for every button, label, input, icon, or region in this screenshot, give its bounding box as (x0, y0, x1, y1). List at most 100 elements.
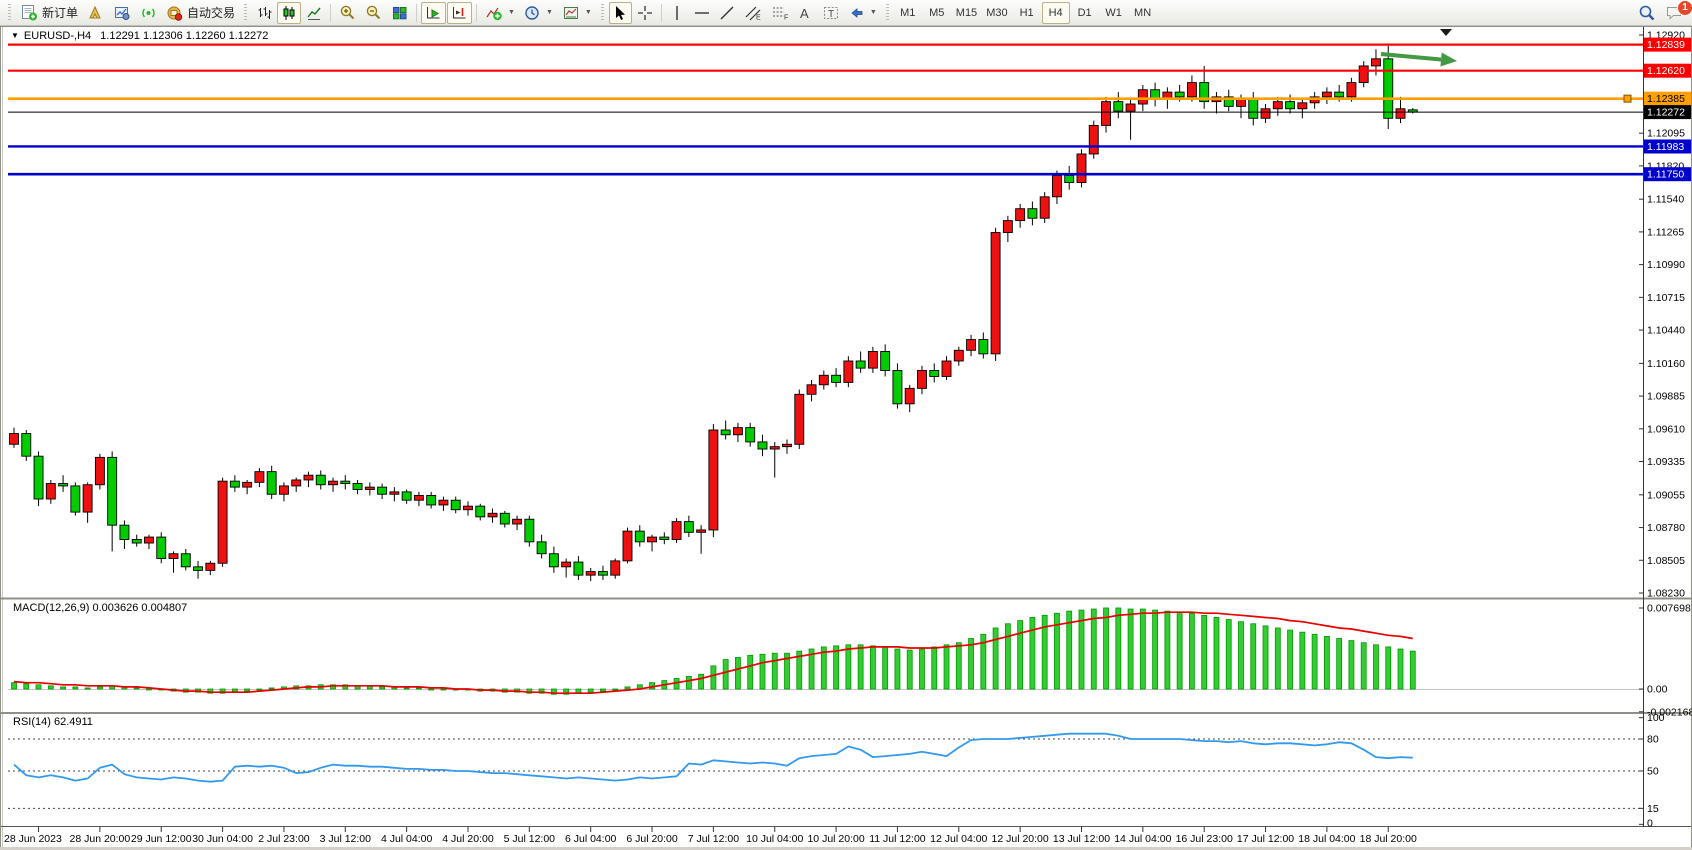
timeframe-d1-button[interactable]: D1 (1077, 6, 1092, 19)
timeframe-m30-button[interactable]: M30 (986, 6, 1008, 19)
toolbar: 新订单 自动交易 (0, 0, 1692, 26)
timeframe-w1-button[interactable]: W1 (1105, 6, 1122, 19)
svg-text:1.09335: 1.09335 (1647, 456, 1685, 468)
macd-histogram (11, 607, 1416, 695)
bar-chart-button[interactable] (252, 2, 276, 24)
toolbar-grip[interactable] (885, 3, 889, 22)
chart-shift-marker (1440, 29, 1452, 36)
svg-text:80: 80 (1647, 733, 1659, 745)
new-order-button[interactable]: 新订单 (16, 2, 82, 24)
svg-text:0: 0 (1647, 818, 1653, 830)
chart-menu-triangle-icon[interactable]: ▼ (11, 31, 19, 40)
timeframe-m1-button[interactable]: M1 (900, 6, 916, 19)
svg-text:1.10440: 1.10440 (1647, 325, 1685, 337)
cursor-button[interactable] (608, 1, 632, 24)
svg-text:28 Jun 2023: 28 Jun 2023 (4, 833, 62, 845)
svg-text:1.10990: 1.10990 (1647, 259, 1685, 271)
svg-text:5 Jul 12:00: 5 Jul 12:00 (504, 833, 556, 845)
dropdown-caret-icon: ▼ (508, 9, 515, 16)
svg-text:6 Jul 20:00: 6 Jul 20:00 (626, 833, 678, 845)
svg-text:1.10715: 1.10715 (1647, 292, 1685, 304)
svg-text:1.12385: 1.12385 (1647, 93, 1685, 105)
svg-text:1.11265: 1.11265 (1647, 226, 1684, 238)
svg-text:4 Jul 04:00: 4 Jul 04:00 (381, 833, 433, 845)
svg-text:14 Jul 04:00: 14 Jul 04:00 (1114, 833, 1171, 845)
svg-text:1.12839: 1.12839 (1647, 39, 1685, 51)
price-tags: 1.12839 1.12620 1.12385 1.12272 1.11983 1.117… (1644, 37, 1691, 182)
svg-text:1.11750: 1.11750 (1647, 169, 1684, 181)
toolbar-grip[interactable] (8, 3, 11, 22)
autotrading-button[interactable]: 自动交易 (162, 2, 239, 24)
search-icon (1639, 5, 1655, 20)
chat-unread-badge: 1 (1677, 0, 1692, 16)
templates-icon (563, 6, 578, 19)
svg-text:29 Jun 12:00: 29 Jun 12:00 (131, 833, 192, 845)
chart-ohlc-values: 1.12291 1.12306 1.12260 1.12272 (100, 30, 269, 42)
crosshair-button[interactable] (633, 2, 657, 24)
line-drag-handle (1623, 94, 1632, 103)
tile-windows-icon (393, 6, 407, 19)
timeframe-m15-button[interactable]: M15 (955, 6, 978, 19)
toolbar-grip[interactable] (600, 3, 604, 22)
trendline-icon (720, 6, 734, 19)
periods-button[interactable]: ▼ (520, 2, 557, 24)
zoom-out-icon (366, 5, 381, 20)
timeframe-h4-button[interactable]: H4 (1041, 1, 1070, 24)
toolbar-separator (330, 3, 332, 22)
signals-button[interactable] (136, 2, 161, 24)
vertical-line-icon (676, 5, 679, 20)
shift-marker[interactable] (1440, 29, 1452, 36)
styler-button[interactable] (83, 2, 108, 24)
equidistant-channel-tool-button[interactable]: E (740, 2, 766, 24)
timeframe-m5-button[interactable]: M5 (929, 6, 945, 19)
trend-arrow-annotation[interactable] (1380, 52, 1457, 67)
fibonacci-tool-button[interactable]: F (767, 2, 793, 24)
chart-shift-button[interactable] (447, 1, 473, 24)
svg-text:1.12095: 1.12095 (1647, 128, 1685, 140)
svg-text:50: 50 (1647, 766, 1659, 778)
text-icon: A (800, 6, 809, 21)
toolbar-grip[interactable] (244, 3, 248, 22)
tile-windows-button[interactable] (387, 2, 412, 24)
bar-chart-icon (258, 6, 272, 19)
svg-text:17 Jul 12:00: 17 Jul 12:00 (1237, 833, 1294, 845)
svg-text:11 Jul 12:00: 11 Jul 12:00 (869, 833, 926, 845)
templates-button[interactable]: ▼ (558, 2, 596, 24)
time-axis[interactable]: 28 Jun 2023 28 Jun 20:00 29 Jun 12:00 30 Ju… (4, 827, 1417, 845)
svg-text:28 Jun 20:00: 28 Jun 20:00 (70, 833, 131, 845)
autotrading-icon (167, 6, 183, 21)
svg-text:1.09885: 1.09885 (1647, 391, 1685, 403)
vertical-line-tool-button[interactable] (666, 2, 689, 24)
svg-text:18 Jul 04:00: 18 Jul 04:00 (1298, 833, 1355, 845)
indicators-button[interactable]: ▼ (481, 2, 519, 24)
chat-button[interactable]: 1 (1661, 0, 1692, 24)
auto-scroll-button[interactable] (421, 1, 447, 24)
dropdown-caret-icon: ▼ (584, 9, 592, 16)
text-label-tool-button[interactable]: T (818, 2, 844, 24)
horizontal-level-lines[interactable] (8, 43, 1643, 176)
trendline-tool-button[interactable] (715, 2, 739, 24)
timeframe-mn-button[interactable]: MN (1134, 6, 1152, 19)
arrows-tool-button[interactable]: ▼ (845, 2, 881, 24)
periods-clock-icon (525, 5, 539, 20)
svg-text:16 Jul 23:00: 16 Jul 23:00 (1176, 833, 1233, 845)
svg-text:F: F (784, 14, 788, 21)
svg-text:A: A (800, 6, 809, 21)
macd-signal-line (13, 611, 1413, 695)
horizontal-line-tool-button[interactable] (690, 2, 714, 24)
svg-text:0.007698: 0.007698 (1647, 603, 1691, 615)
candlestick-chart-button[interactable] (277, 1, 302, 24)
line-chart-button[interactable] (302, 2, 326, 24)
toolbar-separator (476, 3, 478, 22)
timeframe-h1-button[interactable]: H1 (1019, 6, 1034, 19)
strategy-tester-button[interactable] (109, 2, 135, 24)
crosshair-icon (637, 5, 652, 20)
macd-label: MACD(12,26,9) 0.003626 0.004807 (13, 602, 188, 614)
chart-symbol-period: EURUSD-,H4 (23, 30, 92, 42)
text-tool-button[interactable]: A (794, 2, 817, 24)
zoom-out-button[interactable] (361, 2, 386, 24)
zoom-in-button[interactable] (335, 2, 360, 24)
search-button[interactable] (1634, 2, 1660, 24)
